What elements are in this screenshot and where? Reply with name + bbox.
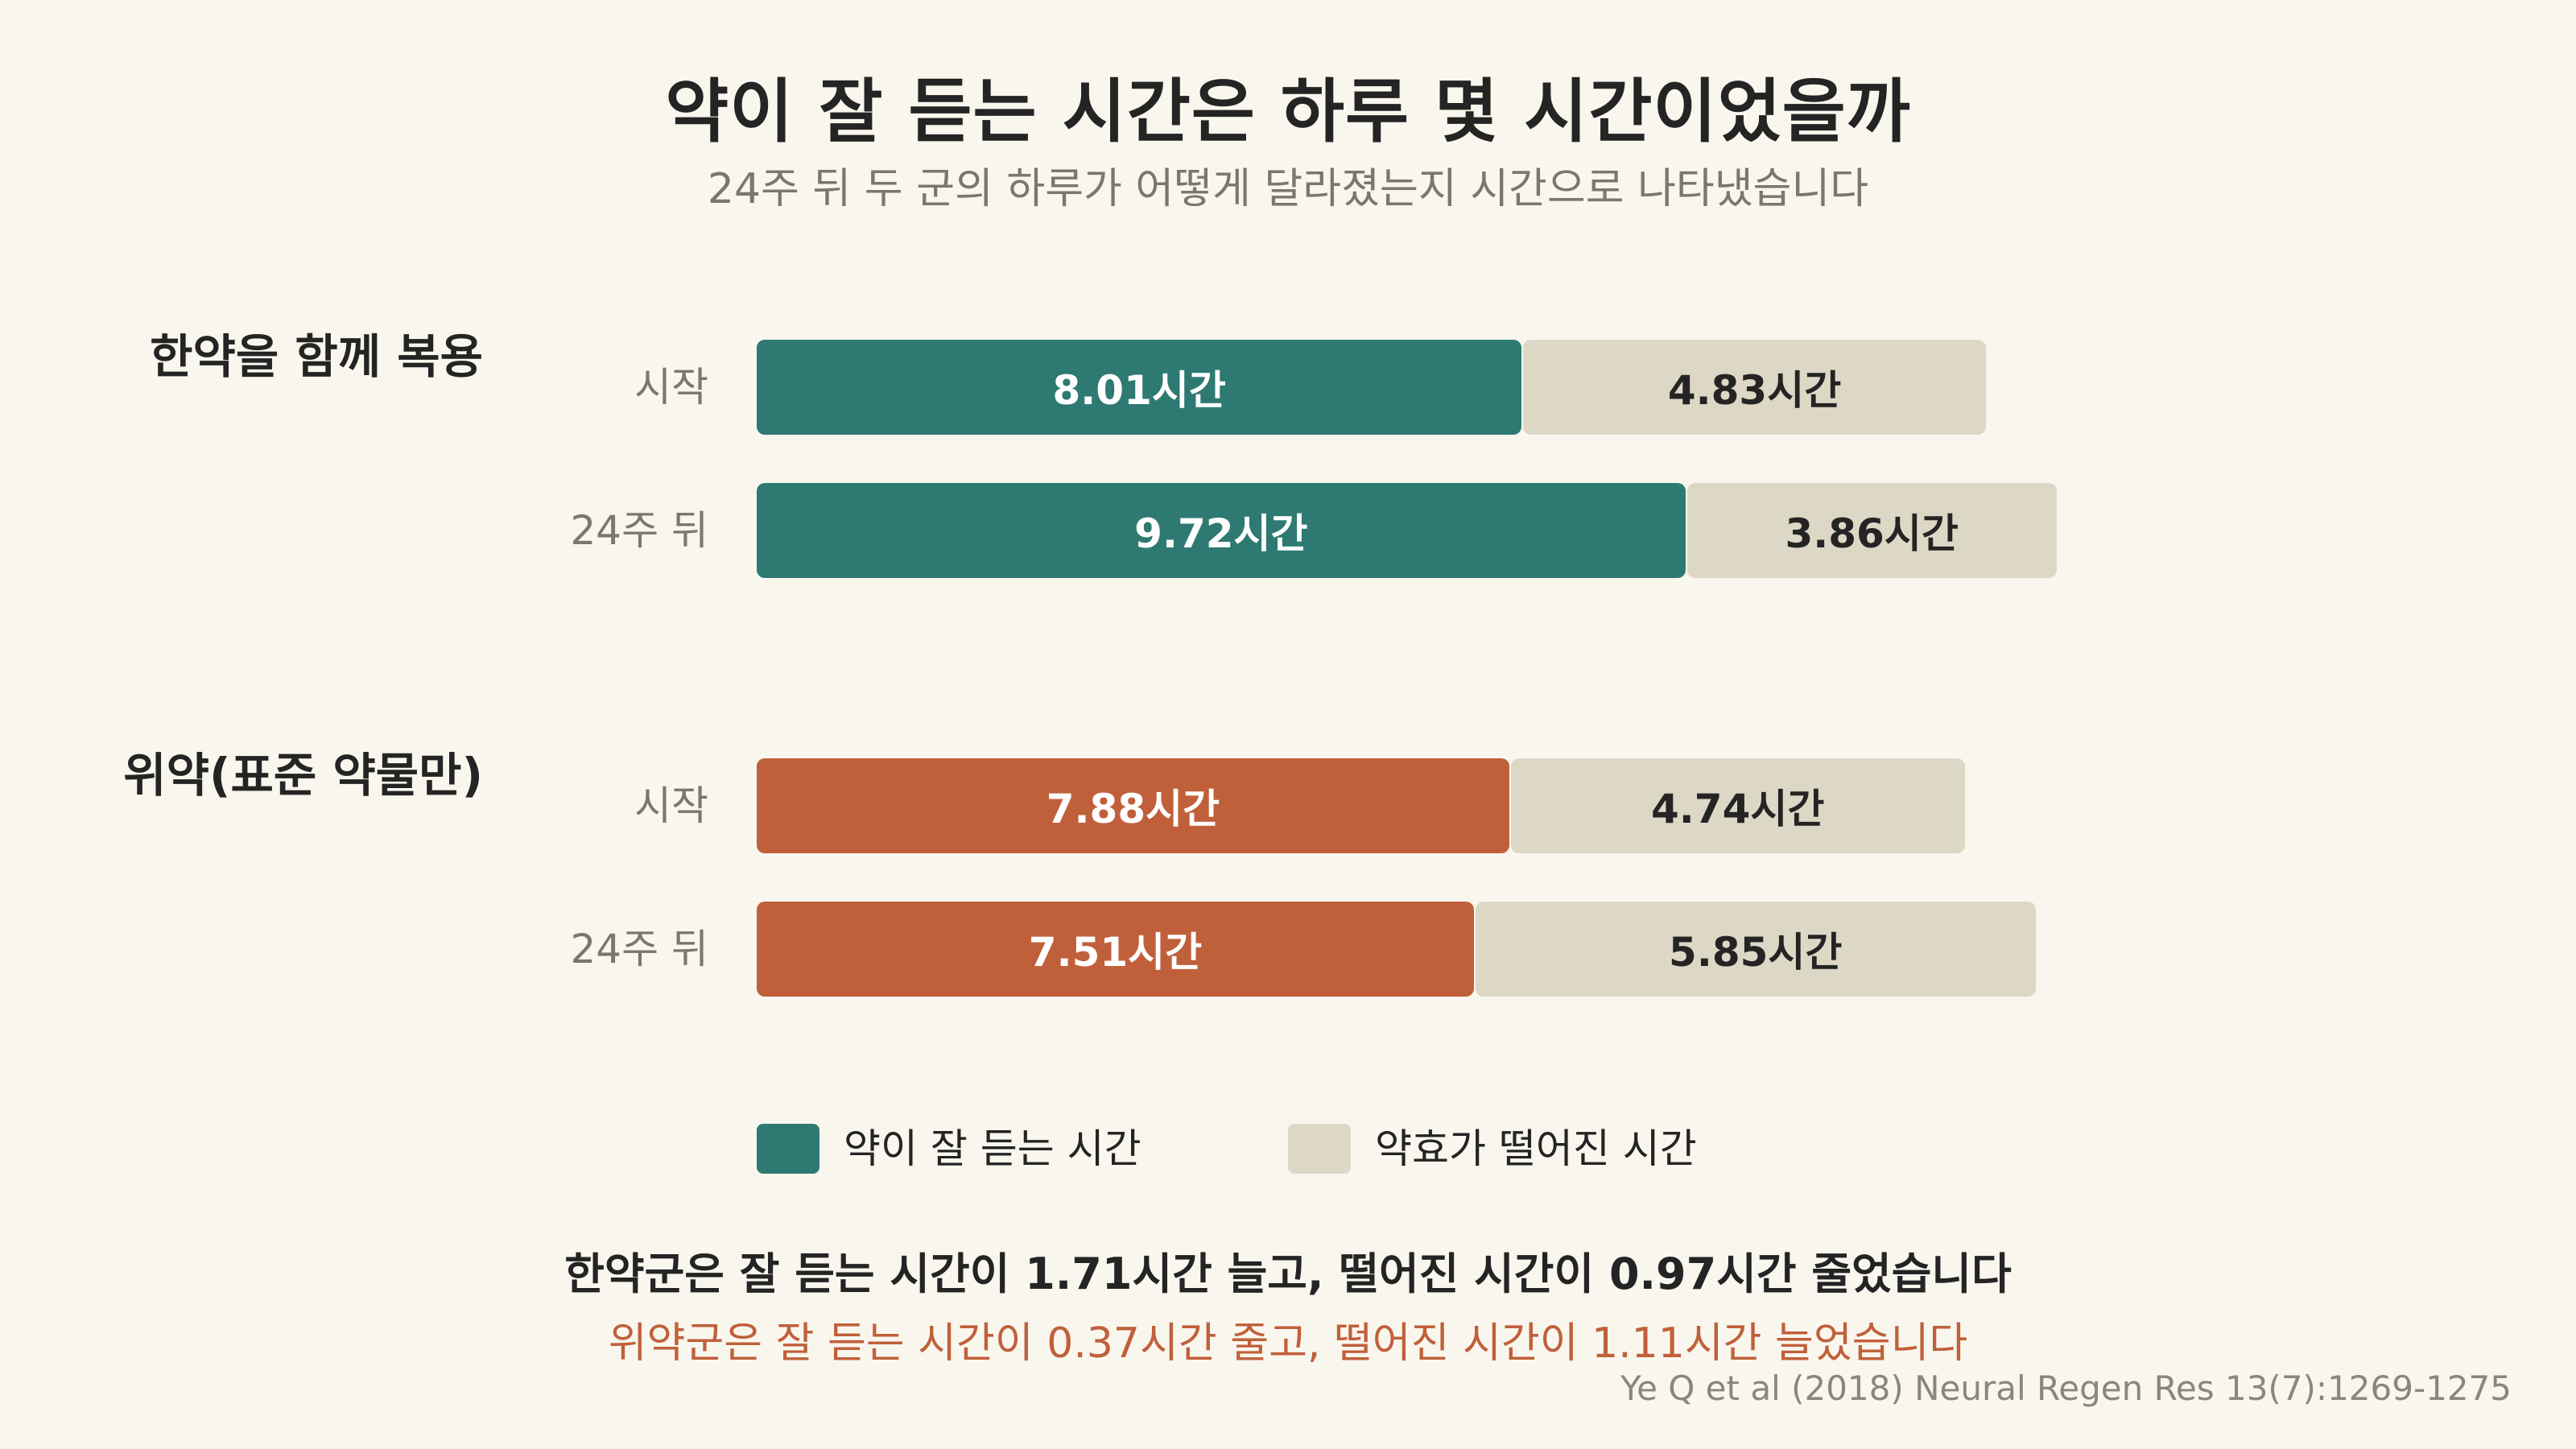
- bar-herbal-start-on: 8.01시간: [757, 340, 1522, 435]
- bar-placebo-start-on: 7.88시간: [757, 758, 1509, 853]
- row-label-herbal-24w: 24주 뒤: [570, 507, 708, 554]
- summary-herbal: 한약군은 잘 듣는 시간이 1.71시간 늘고, 떨어진 시간이 0.97시간 …: [564, 1249, 2012, 1299]
- legend-label-on: 약이 잘 듣는 시간: [844, 1125, 1141, 1172]
- bar-herbal-start-off: 4.83시간: [1523, 340, 1986, 435]
- legend-swatch-off: [1288, 1124, 1351, 1174]
- bar-herbal-24w-off: 3.86시간: [1686, 483, 2057, 578]
- source-citation: Ye Q et al (2018) Neural Regen Res 13(7)…: [1620, 1368, 2512, 1408]
- row-label-placebo-start: 시작: [634, 782, 708, 829]
- bar-placebo-24w-on: 7.51시간: [757, 902, 1474, 997]
- group-label-placebo: 위약(표준 약물만): [123, 748, 483, 803]
- row-label-placebo-24w: 24주 뒤: [570, 926, 708, 972]
- group-label-herbal: 한약을 함께 복용: [150, 329, 483, 384]
- chart-title: 약이 잘 듣는 시간은 하루 몇 시간이었을까: [665, 72, 1911, 152]
- row-label-herbal-start: 시작: [634, 364, 708, 411]
- legend-label-off: 약효가 떨어진 시간: [1375, 1125, 1697, 1172]
- summary-placebo: 위약군은 잘 듣는 시간이 0.37시간 줄고, 떨어진 시간이 1.11시간 …: [608, 1319, 1968, 1368]
- chart-subtitle: 24주 뒤 두 군의 하루가 어떻게 달라졌는지 시간으로 나타냈습니다: [707, 165, 1869, 213]
- bar-placebo-24w-off: 5.85시간: [1475, 902, 2036, 997]
- legend-swatch-on: [757, 1124, 819, 1174]
- bar-placebo-start-off: 4.74시간: [1510, 758, 1965, 853]
- bar-herbal-24w-on: 9.72시간: [757, 483, 1686, 578]
